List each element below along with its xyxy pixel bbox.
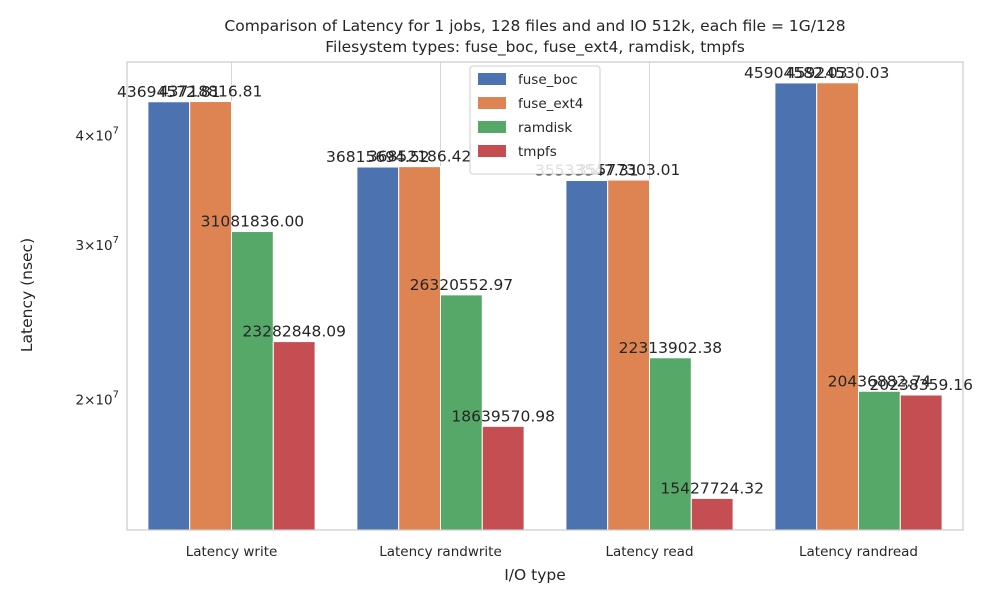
data-label: 26320552.97 [410,276,514,294]
x-tick-label: Latency read [605,544,693,560]
legend-label: ramdisk [518,120,572,136]
data-label: 23282848.09 [242,323,346,341]
data-label: 35577303.01 [577,161,681,179]
bar-tmpfs [481,425,525,531]
data-label: 36852186.42 [368,148,472,166]
legend-label: fuse_boc [518,72,578,88]
bar-fuse_ext4 [816,82,860,531]
data-label: 43718816.81 [159,83,263,101]
bar-ramdisk [440,294,483,531]
x-tick-label: Latency randread [799,544,918,560]
legend-label: tmpfs [518,144,557,160]
x-tick-label: Latency randwrite [379,544,502,560]
data-label: 20436882.74 [828,372,932,390]
data-labels: 43694572.8136815694.5235533547.314590458… [117,64,973,498]
data-label: 36815694.52 [326,148,430,166]
chart-subtitle: Filesystem types: fuse_boc, fuse_ext4, r… [325,38,745,57]
bar-fuse_boc [565,180,609,531]
data-label: 18639570.98 [451,407,555,425]
legend-swatch-tmpfs [478,145,506,157]
x-tick-label: Latency write [186,544,278,560]
y-tick-label: 2×107 [76,390,119,409]
data-label: 45904582.03 [744,64,848,82]
legend-swatch-fuse_boc [478,73,506,85]
data-label: 20238359.16 [869,376,973,394]
y-tick-label: 3×107 [76,235,119,254]
x-axis-label: I/O type [504,566,566,584]
bar-ramdisk [231,231,274,531]
plot-frame [126,61,964,531]
legend-label: fuse_ext4 [518,96,583,112]
bar-fuse_boc [774,82,818,531]
bar-ramdisk [858,390,901,531]
bar-tmpfs [272,341,316,531]
x-tick-labels: Latency write Latency randwrite Latency re… [186,544,918,560]
bar-tmpfs [899,394,943,531]
bar-fuse_boc [356,166,400,531]
legend-swatch-fuse_ext4 [478,97,506,109]
bar-fuse_boc [147,101,191,531]
data-label: 15427724.32 [660,479,764,497]
bar-fuse_ext4 [398,166,442,531]
data-label: 31081836.00 [201,213,305,231]
y-axis-label: Latency (nsec) [18,238,36,352]
bar-fuse_ext4 [189,101,232,531]
legend-swatch-ramdisk [478,121,506,133]
bar-ramdisk [649,357,692,531]
bar-tmpfs [690,497,734,531]
data-label: 45924530.03 [786,64,890,82]
bars [147,82,943,531]
y-tick-labels: 2×107 3×107 4×107 [76,125,119,408]
bar-fuse_ext4 [607,179,651,531]
data-label: 22313902.38 [619,339,723,357]
data-label: 43694572.81 [117,83,221,101]
y-tick-label: 4×107 [76,125,119,144]
chart-title: Comparison of Latency for 1 jobs, 128 fi… [224,17,845,35]
